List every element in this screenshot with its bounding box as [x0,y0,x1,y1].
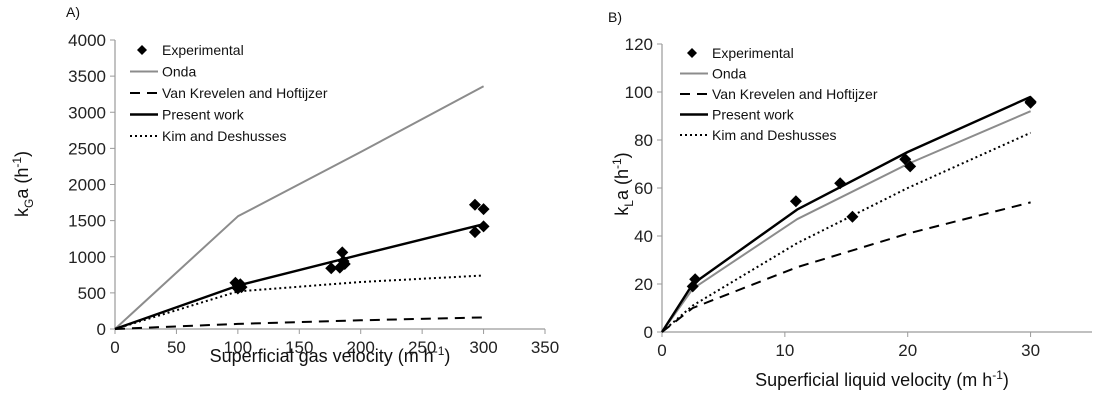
y-axis-label-sub: G [22,199,36,208]
data-point-experimental [468,198,481,211]
x-axis-label-tail: ) [1003,370,1009,390]
x-tick-label: 30 [1021,341,1040,360]
data-point-experimental [846,210,859,223]
y-tick-label: 4000 [68,31,106,50]
series-line-kim-and-deshusses [114,274,484,330]
x-tick-label: 100 [224,338,252,357]
x-axis-label-main: Superficial liquid velocity (m h [755,370,992,390]
y-axis-label: kLa (h-1) [610,152,636,215]
series-line-present-work [114,223,484,331]
legend-label: Present work [162,107,245,123]
y-axis-label-end: ) [12,151,32,157]
data-point-experimental [477,220,490,233]
series-line-van-krevelen-and-hoftijzer [661,201,1031,333]
y-tick-label: 20 [634,275,653,294]
x-tick-label: 0 [657,341,666,360]
x-tick-label: 350 [531,338,559,357]
data-point-experimental [336,246,349,259]
y-tick-label: 1000 [68,248,106,267]
panel-label: B) [608,9,622,25]
y-tick-label: 3000 [68,103,106,122]
y-axis-label-sub: L [622,200,636,207]
x-tick-label: 10 [775,341,794,360]
chart-panel-b: 0 20 40 60 80 100 120 0 10 20 30 B) Superficial liqu… [608,9,1092,390]
x-axis-label: Superficial liquid velocity (m h-1) [755,368,1009,390]
y-tick-label: 500 [78,284,106,303]
series-line-van-krevelen-and-hoftijzer [114,316,484,330]
data-point-experimental [477,203,490,216]
chart-panel-a: 0 500 1000 1500 2000 2500 3000 3500 4000 0 50 100 15… [10,4,559,366]
x-tick-label: 150 [285,338,313,357]
data-point-experimental [789,195,802,208]
legend-label: Experimental [162,42,244,58]
y-tick-label: 1500 [68,212,106,231]
legend-label: Kim and Deshusses [712,127,837,143]
y-axis-label-end: ) [612,152,632,158]
data-point-experimental [904,160,917,173]
y-axis-label-tail: a (h [12,168,32,199]
y-tick-label: 2500 [68,139,106,158]
data-point-experimental [338,257,351,270]
series-line-kim-and-deshusses [661,131,1032,333]
y-tick-label: 100 [625,83,653,102]
x-axis-label-tail: ) [444,346,450,366]
x-tick-label: 250 [408,338,436,357]
legend-label: Kim and Deshusses [162,128,287,144]
series-line-present-work [660,95,1032,333]
y-tick-label: 0 [97,320,106,339]
series-line-onda [661,110,1031,333]
x-tick-label: 200 [347,338,375,357]
legend-label: Onda [712,66,746,82]
series-line-onda [114,85,485,330]
y-tick-label: 120 [625,35,653,54]
x-tick-label: 0 [110,338,119,357]
x-tick-label: 50 [167,338,186,357]
data-point-experimental [899,153,912,166]
y-tick-label: 0 [644,323,653,342]
legend-label: Van Krevelen and Hoftijzer [712,86,878,102]
x-axis-label: Superficial gas velocity (m h-1) [210,344,451,366]
y-axis-label-main: k [12,207,32,217]
legend-label: Experimental [712,45,794,61]
y-tick-label: 3500 [68,67,106,86]
y-axis-label-main: k [612,206,632,216]
legend-marker [687,48,697,58]
y-axis-label-sup: -1 [10,157,24,168]
x-tick-label: 300 [469,338,497,357]
y-tick-label: 2000 [68,176,106,195]
x-axis-label-sup: -1 [992,368,1003,382]
y-axis-label: kGa (h-1) [10,151,36,217]
x-tick-label: 20 [898,341,917,360]
y-axis-label-tail: a (h [612,169,632,200]
y-tick-label: 80 [634,131,653,150]
y-tick-label: 60 [634,179,653,198]
panel-label: A) [66,4,80,20]
data-point-experimental [834,177,847,190]
y-axis-label-sup: -1 [610,158,624,169]
data-point-experimental [1024,96,1037,109]
data-point-experimental [689,273,702,286]
legend-label: Present work [712,107,795,123]
data-point-experimental [234,278,247,291]
legend-label: Onda [162,64,196,80]
x-axis-label-main: Superficial gas velocity (m h [210,346,434,366]
data-point-experimental [325,262,338,275]
legend-marker [137,45,147,55]
data-point-experimental [468,226,481,239]
y-tick-label: 40 [634,227,653,246]
x-axis-label-sup: -1 [434,344,445,358]
legend-label: Van Krevelen and Hoftijzer [162,85,328,101]
